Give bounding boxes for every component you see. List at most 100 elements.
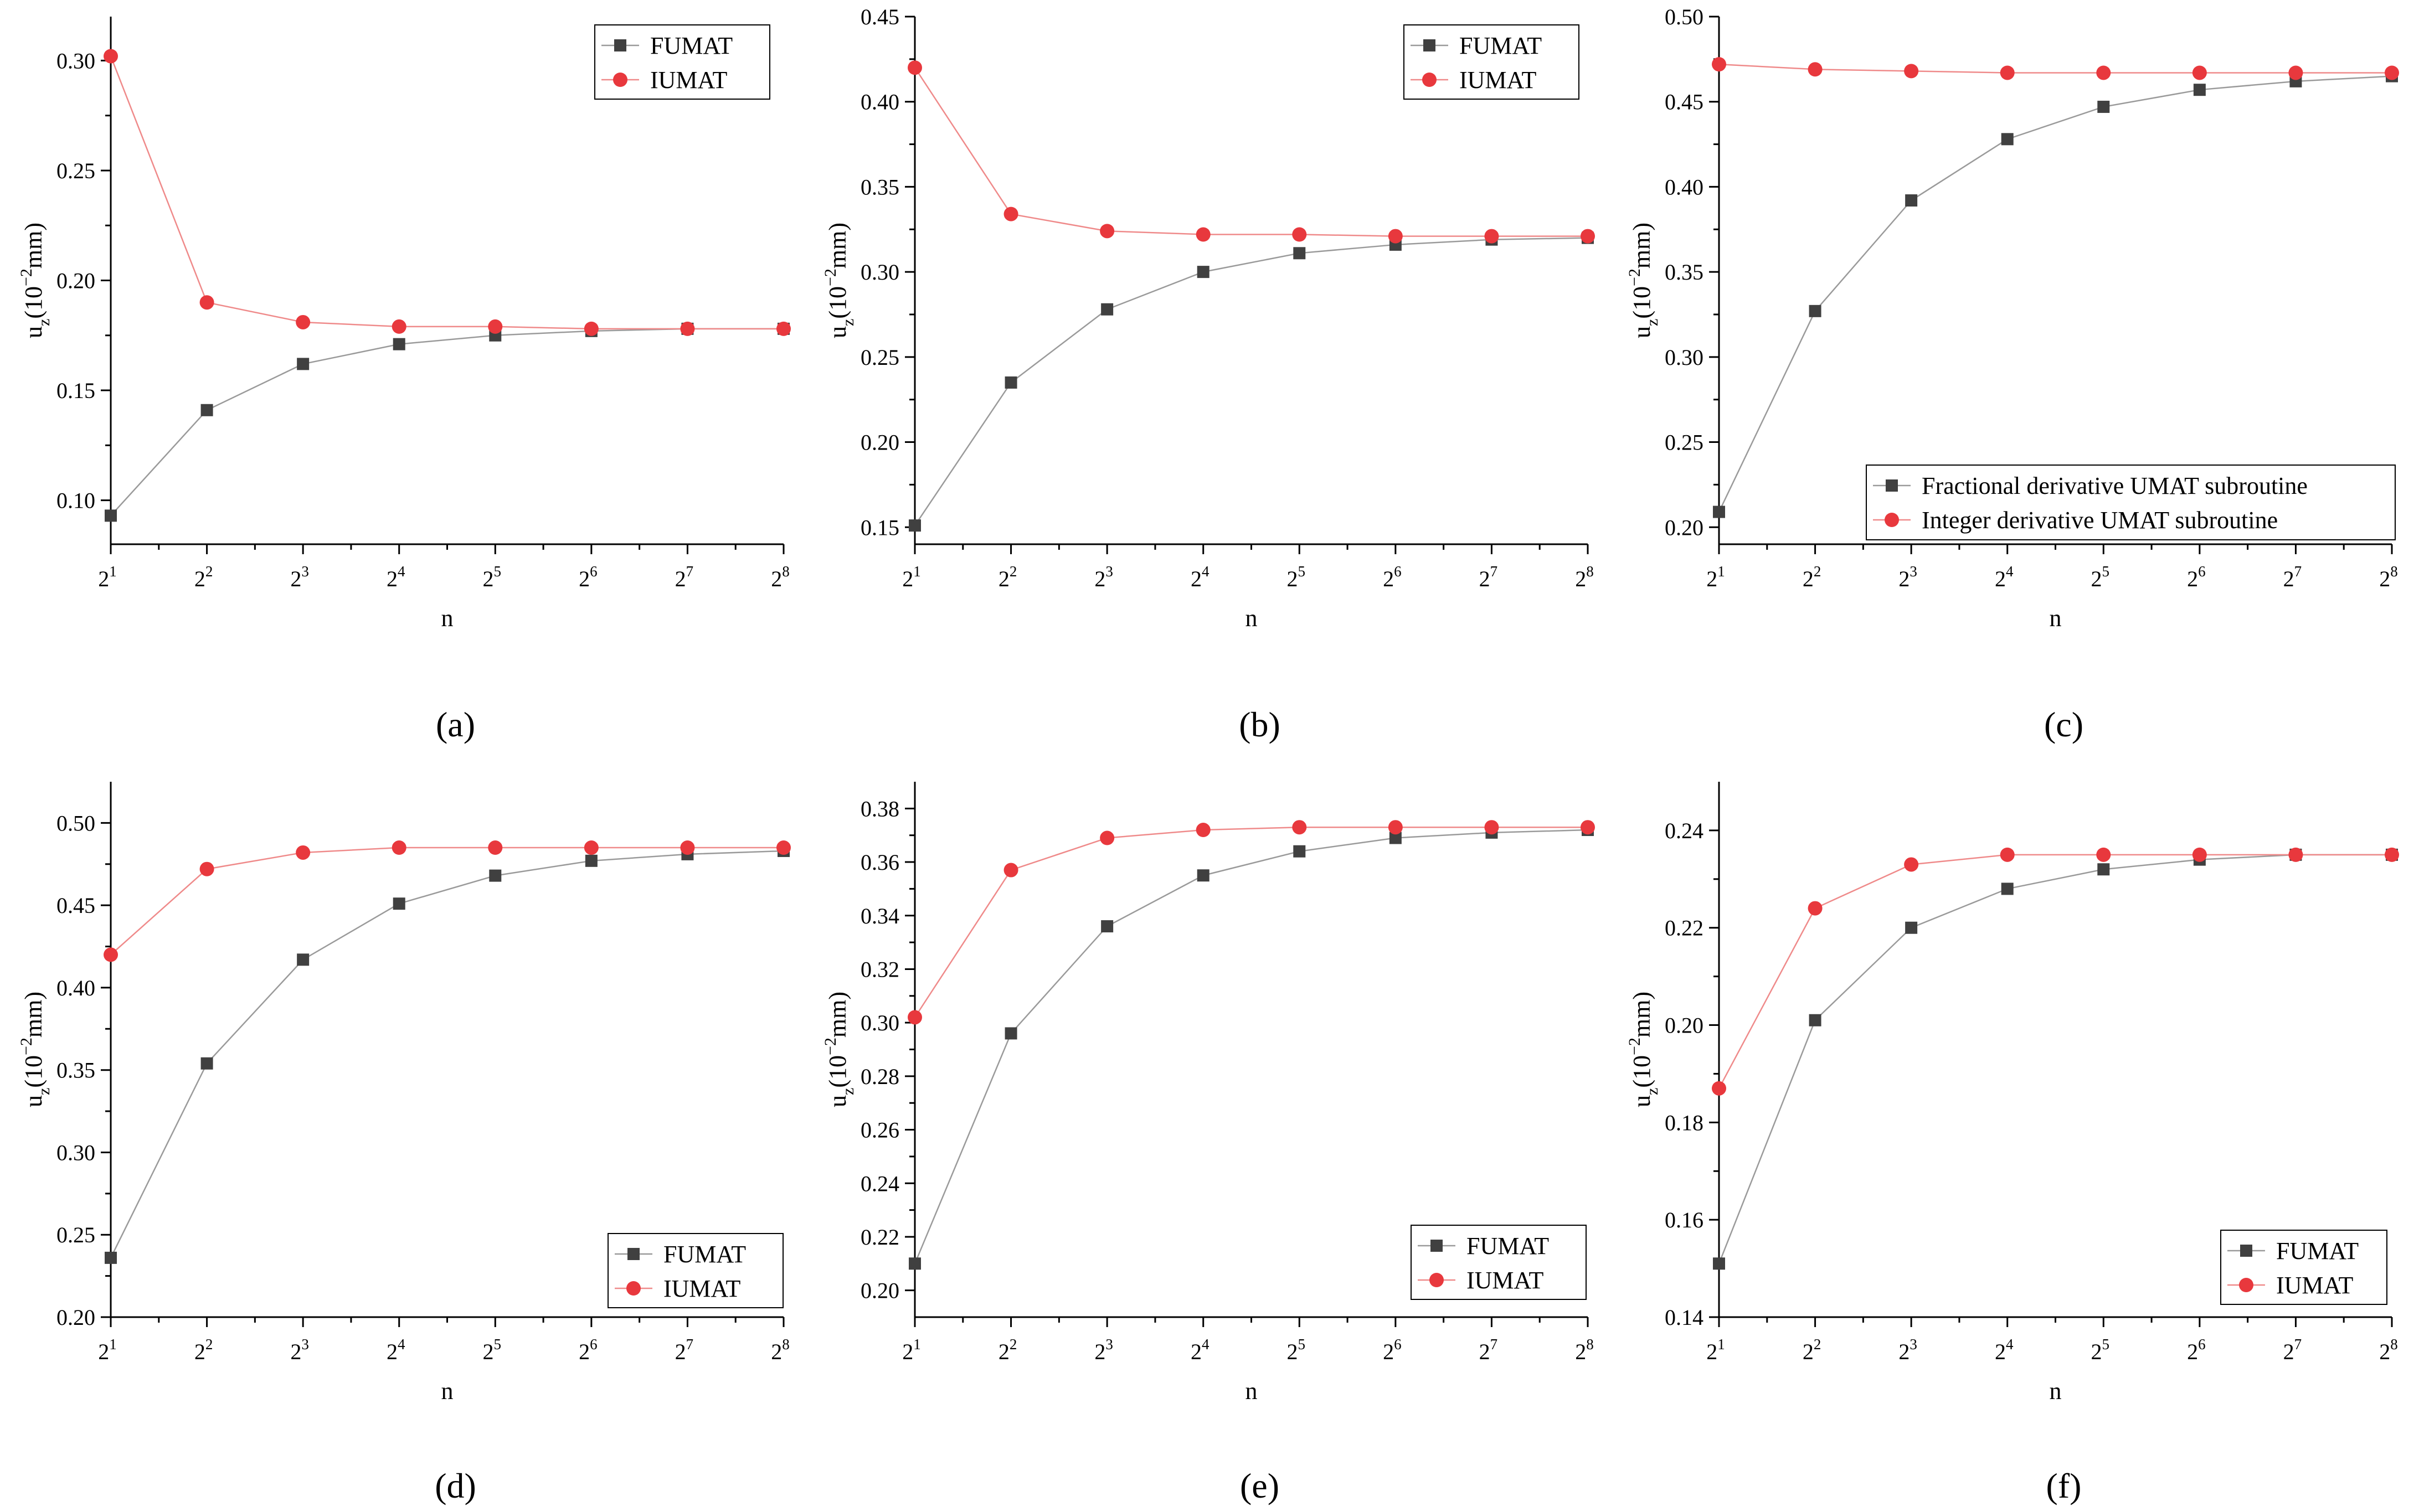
x-tick-exponent: 8 [2390, 1336, 2398, 1353]
y-label-unit: mm) [824, 223, 851, 269]
x-tick-base: 2 [999, 566, 1010, 591]
y-label-symbol: u [824, 326, 851, 338]
data-point-circle [908, 1010, 922, 1024]
y-tick-label: 0.35 [1665, 260, 1703, 285]
x-tick-exponent: 3 [1910, 563, 1917, 580]
y-tick-label: 0.40 [56, 976, 95, 1000]
panel-caption: (d) [435, 1466, 476, 1505]
y-tick-label: 0.25 [1665, 430, 1703, 455]
legend-marker-square [1423, 39, 1435, 51]
y-label-prefix: (10 [1628, 1055, 1655, 1088]
legend-marker-square [2240, 1245, 2252, 1257]
data-point-square [2001, 133, 2014, 145]
x-tick-exponent: 4 [398, 1336, 405, 1353]
x-tick-base: 2 [1287, 566, 1298, 591]
x-axis-label: n [2050, 1377, 2062, 1405]
data-point-circle [488, 319, 502, 334]
data-point-square [1713, 506, 1725, 518]
x-tick-base: 2 [2091, 1339, 2102, 1364]
data-point-circle [1808, 901, 1823, 916]
x-tick-base: 2 [387, 1339, 398, 1364]
x-tick-base: 2 [1995, 1339, 2006, 1364]
legend-marker-circle [1429, 1273, 1444, 1287]
panel-caption: (f) [2046, 1466, 2082, 1505]
x-tick-base: 2 [290, 566, 301, 591]
x-tick-exponent: 2 [1814, 563, 1821, 580]
x-tick-base: 2 [290, 1339, 301, 1364]
x-tick-base: 2 [2283, 1339, 2294, 1364]
data-point-circle [2385, 65, 2399, 80]
data-point-circle [1581, 229, 1595, 244]
y-label-unit: mm) [1628, 992, 1655, 1038]
y-tick-label: 0.36 [861, 850, 899, 875]
y-tick-label: 0.35 [861, 174, 899, 199]
y-label-prefix: (10 [20, 286, 47, 319]
data-point-square [2097, 101, 2109, 113]
legend: FUMAT IUMAT [608, 1234, 783, 1308]
y-tick-label: 0.30 [861, 1010, 899, 1035]
data-point-circle [1292, 820, 1306, 834]
legend-label: FUMAT [2276, 1237, 2359, 1265]
x-tick-exponent: 4 [2006, 1336, 2014, 1353]
legend-label: Fractional derivative UMAT subroutine [1922, 472, 2308, 499]
data-point-circle [1388, 820, 1403, 834]
x-tick-exponent: 1 [1717, 1336, 1725, 1353]
x-tick-base: 2 [1094, 566, 1105, 591]
data-point-circle [1581, 820, 1595, 834]
data-point-circle [908, 60, 922, 75]
x-tick-base: 2 [579, 566, 590, 591]
x-tick-exponent: 5 [2102, 563, 2110, 580]
x-tick-base: 2 [2379, 566, 2390, 591]
y-tick-label: 0.34 [861, 904, 899, 928]
legend-label: IUMAT [2276, 1272, 2353, 1299]
y-label-prefix: (10 [20, 1055, 47, 1088]
x-tick-exponent: 1 [1717, 563, 1725, 580]
x-tick-exponent: 1 [913, 563, 921, 580]
legend-marker-circle [2239, 1278, 2253, 1292]
x-tick-exponent: 5 [1298, 563, 1306, 580]
y-tick-label: 0.45 [56, 893, 95, 918]
x-tick-base: 2 [98, 566, 109, 591]
y-label-superscript: −2 [17, 1038, 35, 1055]
data-point-square [393, 897, 405, 910]
data-point-circle [680, 322, 694, 336]
legend-label: IUMAT [663, 1275, 740, 1302]
legend: FUMAT IUMAT [1404, 25, 1579, 99]
x-tick-exponent: 6 [2198, 1336, 2206, 1353]
data-point-square [1293, 845, 1305, 858]
x-tick-exponent: 8 [782, 1336, 790, 1353]
y-tick-label: 0.14 [1665, 1305, 1703, 1330]
legend-marker-circle [1885, 513, 1899, 527]
x-tick-base: 2 [675, 1339, 686, 1364]
legend: FUMAT IUMAT [595, 25, 770, 99]
x-tick-exponent: 2 [1010, 563, 1017, 580]
data-point-square [201, 1057, 213, 1070]
data-point-circle [1196, 823, 1211, 837]
y-label-prefix: (10 [824, 1055, 851, 1088]
data-point-circle [2192, 848, 2207, 862]
x-tick-base: 2 [771, 566, 782, 591]
legend: FUMAT IUMAT [1411, 1225, 1586, 1299]
panel-caption: (e) [1240, 1466, 1279, 1505]
y-label-symbol: u [1628, 1095, 1655, 1107]
data-point-circle [584, 840, 599, 855]
x-tick-exponent: 2 [1010, 1336, 1017, 1353]
y-tick-label: 0.20 [56, 1305, 95, 1330]
data-point-circle [1904, 64, 1918, 78]
data-point-square [909, 1257, 921, 1270]
x-tick-base: 2 [1383, 566, 1394, 591]
y-tick-label: 0.18 [1665, 1110, 1703, 1135]
y-label-symbol: u [824, 1095, 851, 1107]
x-tick-base: 2 [1479, 566, 1490, 591]
data-point-circle [776, 840, 791, 855]
legend-marker-circle [1422, 73, 1437, 87]
y-tick-label: 0.22 [861, 1225, 899, 1250]
x-tick-exponent: 5 [2102, 1336, 2110, 1353]
x-tick-base: 2 [902, 566, 913, 591]
y-label-symbol: u [20, 326, 47, 338]
data-point-circle [1100, 224, 1114, 238]
y-tick-label: 0.30 [56, 48, 95, 73]
x-tick-exponent: 6 [1394, 1336, 1402, 1353]
y-tick-label: 0.28 [861, 1064, 899, 1089]
y-label-subscript: z [35, 319, 53, 326]
